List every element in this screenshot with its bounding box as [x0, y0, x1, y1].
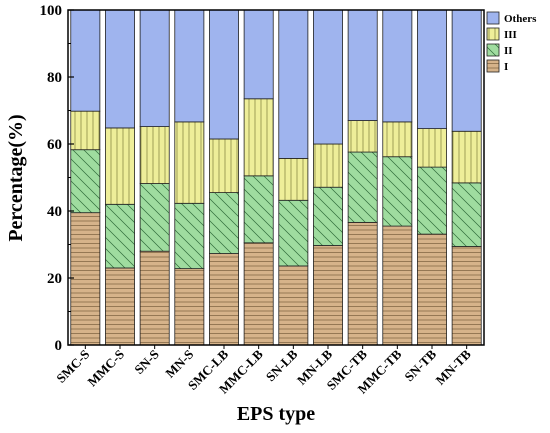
bar-segment-others-mmc-s: [105, 9, 135, 129]
bar-segment-iii-mmc-s: [105, 127, 135, 205]
bar-segment-others-mmc-lb: [243, 9, 274, 100]
legend-swatch-others: [486, 11, 500, 25]
legend-swatch-ii: [486, 43, 500, 57]
bar-segment-ii-sn-s: [139, 183, 170, 252]
bar-segment-i-smc-s: [70, 212, 101, 346]
bar-segment-i-smc-lb: [209, 253, 239, 346]
legend-label-i: I: [504, 61, 508, 73]
bar-segment-iii-smc-s: [70, 110, 101, 151]
bar-segment-others-smc-tb: [347, 9, 378, 121]
y-tick-label: 40: [47, 204, 62, 220]
bar-segment-iii-mn-tb: [451, 130, 482, 184]
x-tick-label: MN-TB: [433, 346, 474, 387]
y-axis: 0 20 40 60 80 100: [40, 3, 74, 354]
bar-segment-iii-mn-s: [174, 121, 205, 204]
y-tick-label: 60: [47, 137, 62, 153]
bar-segment-ii-mmc-lb: [243, 175, 274, 244]
bar-segment-i-sn-lb: [278, 265, 309, 346]
bar-segment-iii-smc-lb: [209, 138, 239, 193]
bar-segment-others-mmc-tb: [382, 9, 413, 123]
bar-segment-iii-smc-tb: [347, 120, 378, 153]
bar-segment-iii-mmc-tb: [382, 121, 413, 158]
bar-segment-ii-mn-s: [174, 202, 205, 270]
bar-segment-ii-mmc-tb: [382, 156, 413, 227]
bar-segment-others-sn-lb: [278, 9, 309, 159]
bar-segment-i-mmc-s: [105, 267, 135, 346]
bar-segment-ii-mmc-s: [105, 203, 135, 269]
x-tick-label: MMC-S: [84, 347, 127, 390]
y-tick-label: 80: [47, 70, 62, 86]
bar-segment-iii-sn-lb: [278, 157, 309, 201]
y-tick-label: 100: [40, 3, 63, 19]
bar-segment-i-smc-tb: [347, 221, 378, 346]
bar-segment-ii-smc-s: [70, 149, 101, 214]
bar-segment-i-mn-tb: [451, 246, 482, 346]
bar-segment-others-mn-lb: [313, 9, 343, 145]
legend-swatch-i: [486, 59, 500, 73]
y-axis-title: Percentage(%): [5, 114, 27, 241]
bar-segment-iii-mmc-lb: [243, 98, 274, 177]
bar-segment-ii-smc-lb: [209, 192, 239, 254]
bar-segment-iii-sn-tb: [417, 128, 447, 168]
bar-segment-i-mn-s: [174, 268, 205, 346]
x-tick-label: SN-S: [131, 347, 162, 378]
legend-label-others: Others: [504, 13, 537, 25]
bar-segment-i-sn-tb: [417, 233, 447, 346]
bar-segment-ii-sn-tb: [417, 166, 447, 235]
bar-segment-others-sn-tb: [417, 9, 447, 129]
bar-segment-i-sn-s: [139, 250, 170, 346]
bar-segment-others-smc-lb: [209, 9, 239, 140]
bar-segment-others-smc-s: [70, 9, 101, 112]
y-tick-label: 0: [55, 338, 63, 354]
bar-segment-ii-smc-tb: [347, 151, 378, 223]
bar-segment-others-mn-s: [174, 9, 205, 123]
legend-swatch-iii: [486, 27, 500, 41]
bar-segment-i-mmc-lb: [243, 242, 274, 346]
bar-segment-others-mn-tb: [451, 9, 482, 132]
bar-segment-iii-sn-s: [139, 126, 170, 184]
bar-segment-i-mmc-tb: [382, 225, 413, 346]
bar-segment-ii-mn-lb: [313, 186, 343, 246]
legend-label-iii: III: [504, 29, 517, 41]
bars-layer: [70, 9, 482, 346]
bar-segment-others-sn-s: [139, 9, 170, 127]
legend-label-ii: II: [504, 45, 513, 57]
bar-segment-ii-mn-tb: [451, 182, 482, 247]
bar-segment-i-mn-lb: [313, 245, 343, 346]
x-axis-title: EPS type: [237, 403, 315, 425]
bar-segment-ii-sn-lb: [278, 199, 309, 267]
bar-segment-iii-mn-lb: [313, 143, 343, 188]
y-tick-label: 20: [47, 271, 62, 287]
